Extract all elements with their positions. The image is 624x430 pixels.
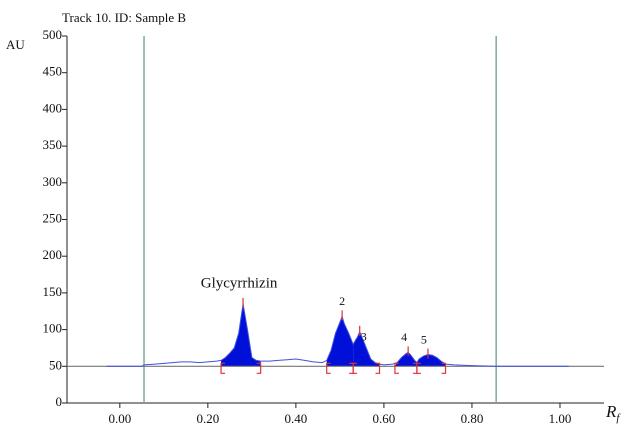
peak-area: [416, 354, 446, 367]
peak-label: 2: [339, 294, 345, 308]
y-axis-label: AU: [6, 37, 25, 52]
peak-bracket: [441, 362, 447, 374]
y-tick-label: 0: [56, 394, 63, 409]
peak-area: [394, 352, 417, 367]
trace-line: [106, 303, 569, 367]
y-tick-label: 350: [43, 137, 63, 152]
x-tick-label: 0.80: [461, 411, 484, 426]
y-tick-label: 250: [43, 210, 63, 225]
y-tick-label: 100: [43, 321, 63, 336]
peak-bracket: [416, 362, 421, 374]
x-tick-label: 1.00: [549, 411, 572, 426]
peak-bracket: [352, 362, 358, 374]
peak-area: [221, 303, 261, 367]
y-tick-label: 500: [43, 27, 63, 42]
peak-label: Glycyrrhizin: [201, 275, 278, 291]
y-tick-label: 200: [43, 247, 63, 262]
x-axis-label-sub: f: [616, 412, 621, 424]
peak-label: 5: [421, 332, 427, 346]
peak-bracket: [375, 362, 381, 374]
x-tick-label: 0.60: [373, 411, 396, 426]
peak-label: 3: [361, 330, 367, 344]
peak-label: 4: [401, 330, 407, 344]
peak-bracket: [220, 362, 226, 374]
y-tick-label: 50: [49, 357, 62, 372]
x-tick-label: 0.20: [196, 411, 219, 426]
chart-title: Track 10. ID: Sample B: [62, 10, 186, 25]
y-tick-label: 300: [43, 174, 63, 189]
peak-bracket: [256, 362, 262, 374]
y-tick-label: 400: [43, 100, 63, 115]
y-tick-label: 150: [43, 284, 63, 299]
x-tick-label: 0.40: [285, 411, 308, 426]
x-axis-label-main: R: [605, 402, 617, 421]
y-tick-label: 450: [43, 64, 63, 79]
x-axis-label: Rf: [605, 402, 621, 424]
peak-bracket: [394, 362, 399, 374]
x-tick-label: 0.00: [108, 411, 131, 426]
peak-bracket: [326, 362, 331, 374]
peak-area: [326, 316, 354, 367]
